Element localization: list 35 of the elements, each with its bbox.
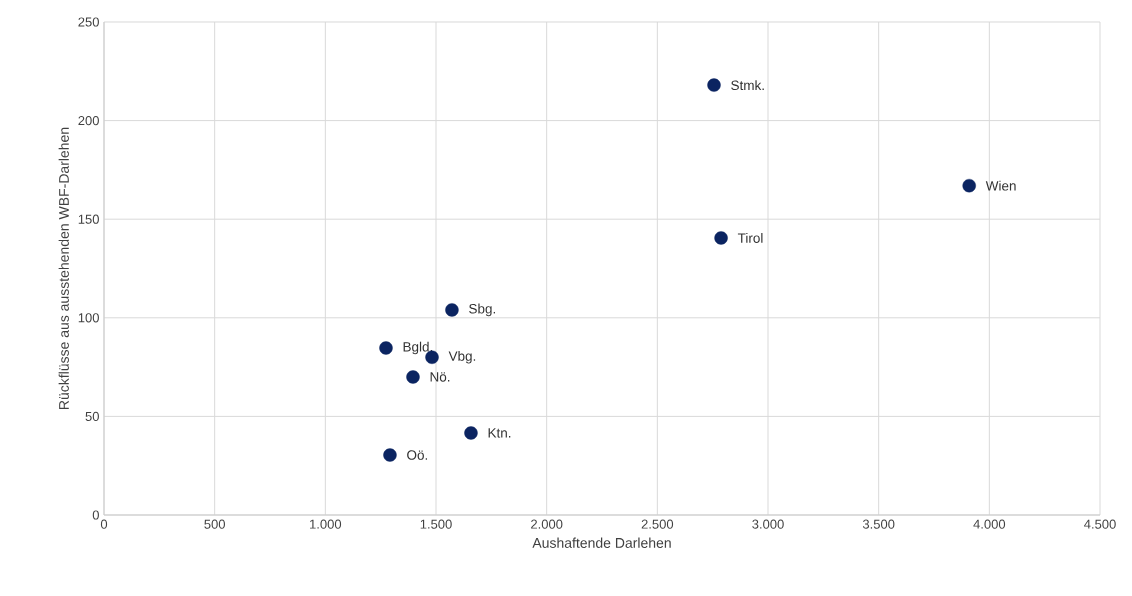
- annotation: Sbg.: [469, 303, 495, 317]
- annotation: Wien: [985, 180, 1016, 191]
- point: [714, 231, 728, 245]
- point: [406, 370, 420, 384]
- x-tick-label: 3.000: [752, 519, 784, 529]
- x-tick-label: 3.500: [862, 519, 895, 529]
- point: [445, 303, 459, 317]
- y-tick-label: 50: [85, 411, 99, 421]
- annotation: Stmk.: [731, 80, 764, 91]
- annotation: Tirol: [737, 232, 763, 243]
- x-tick-label: 0: [100, 519, 108, 529]
- annotation: Oö.: [407, 450, 428, 460]
- x-tick-label: 500: [204, 519, 225, 529]
- point: [379, 341, 393, 355]
- y-axis-title: Rückflüsse aus ausstehenden WBF-Darlehen: [58, 127, 69, 409]
- point: [464, 426, 478, 440]
- y-tick-label: 0: [92, 510, 99, 520]
- annotation: Ktn.: [488, 428, 511, 438]
- x-tick-label: 4.500: [1084, 519, 1116, 529]
- x-tick-label: 1.500: [420, 519, 452, 529]
- annotation: Nö.: [430, 372, 450, 382]
- annotation: Bgld.: [403, 341, 433, 355]
- x-tick-label: 2.500: [641, 519, 674, 529]
- point: [383, 448, 397, 462]
- y-tick-label: 200: [78, 115, 99, 126]
- x-tick-label: 1.000: [310, 519, 342, 529]
- annotation: Vbg.: [448, 350, 476, 364]
- x-axis-title: Aushaftende Darlehen: [532, 537, 671, 548]
- point: [962, 178, 976, 193]
- y-tick-label: 150: [78, 214, 99, 224]
- y-tick-label: 250: [78, 17, 99, 27]
- x-tick-label: 4.000: [973, 519, 1006, 529]
- y-tick-label: 100: [78, 313, 99, 323]
- x-tick-label: 2.000: [531, 519, 563, 529]
- point: [707, 78, 721, 92]
